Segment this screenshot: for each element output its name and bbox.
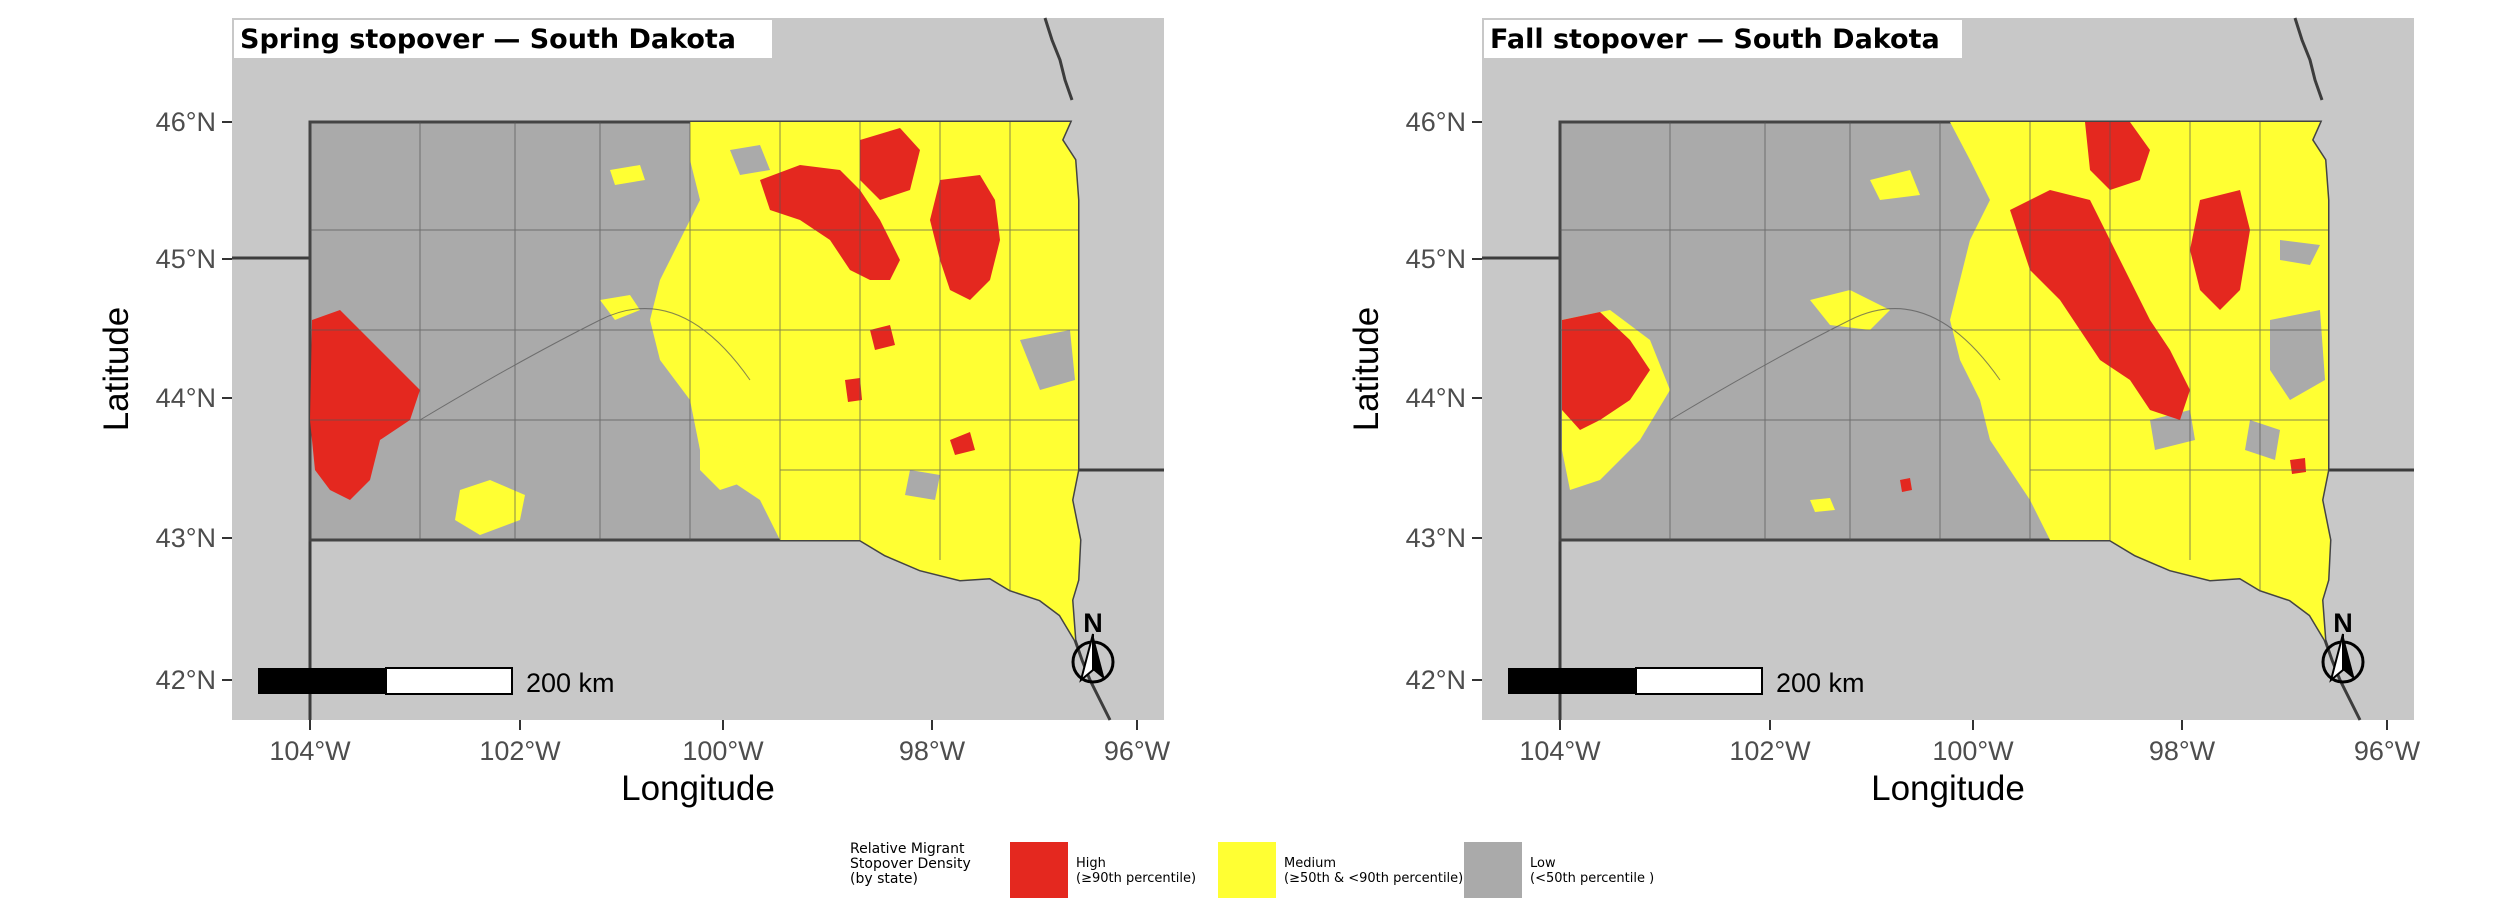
legend: Relative Migrant Stopover Density (by st… bbox=[850, 830, 1750, 900]
fall-map-svg: 200 km N Fall stopover — South Dakota 46… bbox=[1347, 17, 2421, 808]
high-regions bbox=[1562, 122, 2306, 492]
y-tick-label: 46°N bbox=[156, 107, 216, 137]
x-axis: 104°W 102°W 100°W 98°W 96°W bbox=[1519, 720, 2421, 766]
legend-title: Relative Migrant Stopover Density (by st… bbox=[850, 841, 971, 887]
north-arrow-label: N bbox=[1083, 608, 1103, 638]
scale-bar-label: 200 km bbox=[1776, 668, 1865, 698]
scale-bar bbox=[258, 667, 513, 695]
scale-bar bbox=[1508, 667, 1763, 695]
county-lines bbox=[1560, 122, 2328, 590]
x-tick-label: 98°W bbox=[2149, 736, 2216, 766]
x-tick-label: 96°W bbox=[1104, 736, 1171, 766]
x-axis: 104°W 102°W 100°W 98°W 96°W bbox=[269, 720, 1171, 766]
north-arrow-icon bbox=[1071, 633, 1115, 684]
y-tick-label: 45°N bbox=[156, 244, 216, 274]
x-axis-title: Longitude bbox=[621, 769, 775, 808]
x-tick-label: 102°W bbox=[479, 736, 561, 766]
north-arrow-label: N bbox=[2333, 608, 2353, 638]
panel-title: Fall stopover — South Dakota bbox=[1490, 24, 1940, 55]
county-lines bbox=[310, 122, 1078, 590]
y-tick-label: 44°N bbox=[156, 383, 216, 413]
x-tick-label: 98°W bbox=[899, 736, 966, 766]
y-tick-label: 46°N bbox=[1406, 107, 1466, 137]
x-tick-label: 104°W bbox=[1519, 736, 1601, 766]
x-axis-title: Longitude bbox=[1871, 769, 2025, 808]
panel-title: Spring stopover — South Dakota bbox=[240, 24, 736, 55]
y-axis: 46°N 45°N 44°N 43°N 42°N bbox=[156, 107, 232, 695]
y-tick-label: 43°N bbox=[156, 523, 216, 553]
x-tick-label: 104°W bbox=[269, 736, 351, 766]
spring-map-svg: 200 km N Spring stopover — South Dakota … bbox=[97, 17, 1171, 808]
legend-item-low: Low (<50th percentile ) bbox=[1464, 842, 1654, 898]
y-axis: 46°N 45°N 44°N 43°N 42°N bbox=[1406, 107, 1482, 695]
low-patches bbox=[2150, 240, 2325, 460]
y-tick-label: 45°N bbox=[1406, 244, 1466, 274]
legend-swatch-low bbox=[1464, 842, 1522, 898]
legend-item-high: High (≥90th percentile) bbox=[1010, 842, 1196, 898]
legend-swatch-medium bbox=[1218, 842, 1276, 898]
panel-title-background bbox=[1484, 20, 1962, 58]
y-tick-label: 42°N bbox=[156, 665, 216, 695]
scale-bar-label: 200 km bbox=[526, 668, 615, 698]
y-axis-title: Latitude bbox=[1347, 307, 1386, 432]
y-tick-label: 43°N bbox=[1406, 523, 1466, 553]
legend-label-medium: Medium (≥50th & <90th percentile) bbox=[1284, 856, 1464, 886]
y-axis-title: Latitude bbox=[97, 307, 136, 432]
north-arrow-icon bbox=[2321, 633, 2365, 684]
panel-title-background bbox=[234, 20, 772, 58]
x-tick-label: 102°W bbox=[1729, 736, 1811, 766]
x-tick-label: 96°W bbox=[2354, 736, 2421, 766]
legend-swatch-high bbox=[1010, 842, 1068, 898]
y-tick-label: 44°N bbox=[1406, 383, 1466, 413]
spring-map-panel: 200 km N Spring stopover — South Dakota … bbox=[0, 0, 1250, 808]
x-tick-label: 100°W bbox=[1932, 736, 2014, 766]
fall-map-panel: 200 km N Fall stopover — South Dakota 46… bbox=[1250, 0, 2500, 808]
high-regions bbox=[310, 128, 1000, 500]
legend-label-low: Low (<50th percentile ) bbox=[1530, 856, 1655, 886]
legend-item-medium: Medium (≥50th & <90th percentile) bbox=[1218, 842, 1463, 898]
x-tick-label: 100°W bbox=[682, 736, 764, 766]
y-tick-label: 42°N bbox=[1406, 665, 1466, 695]
low-patches bbox=[730, 145, 1075, 500]
medium-patches bbox=[455, 165, 750, 535]
legend-label-high: High (≥90th percentile) bbox=[1076, 856, 1197, 886]
